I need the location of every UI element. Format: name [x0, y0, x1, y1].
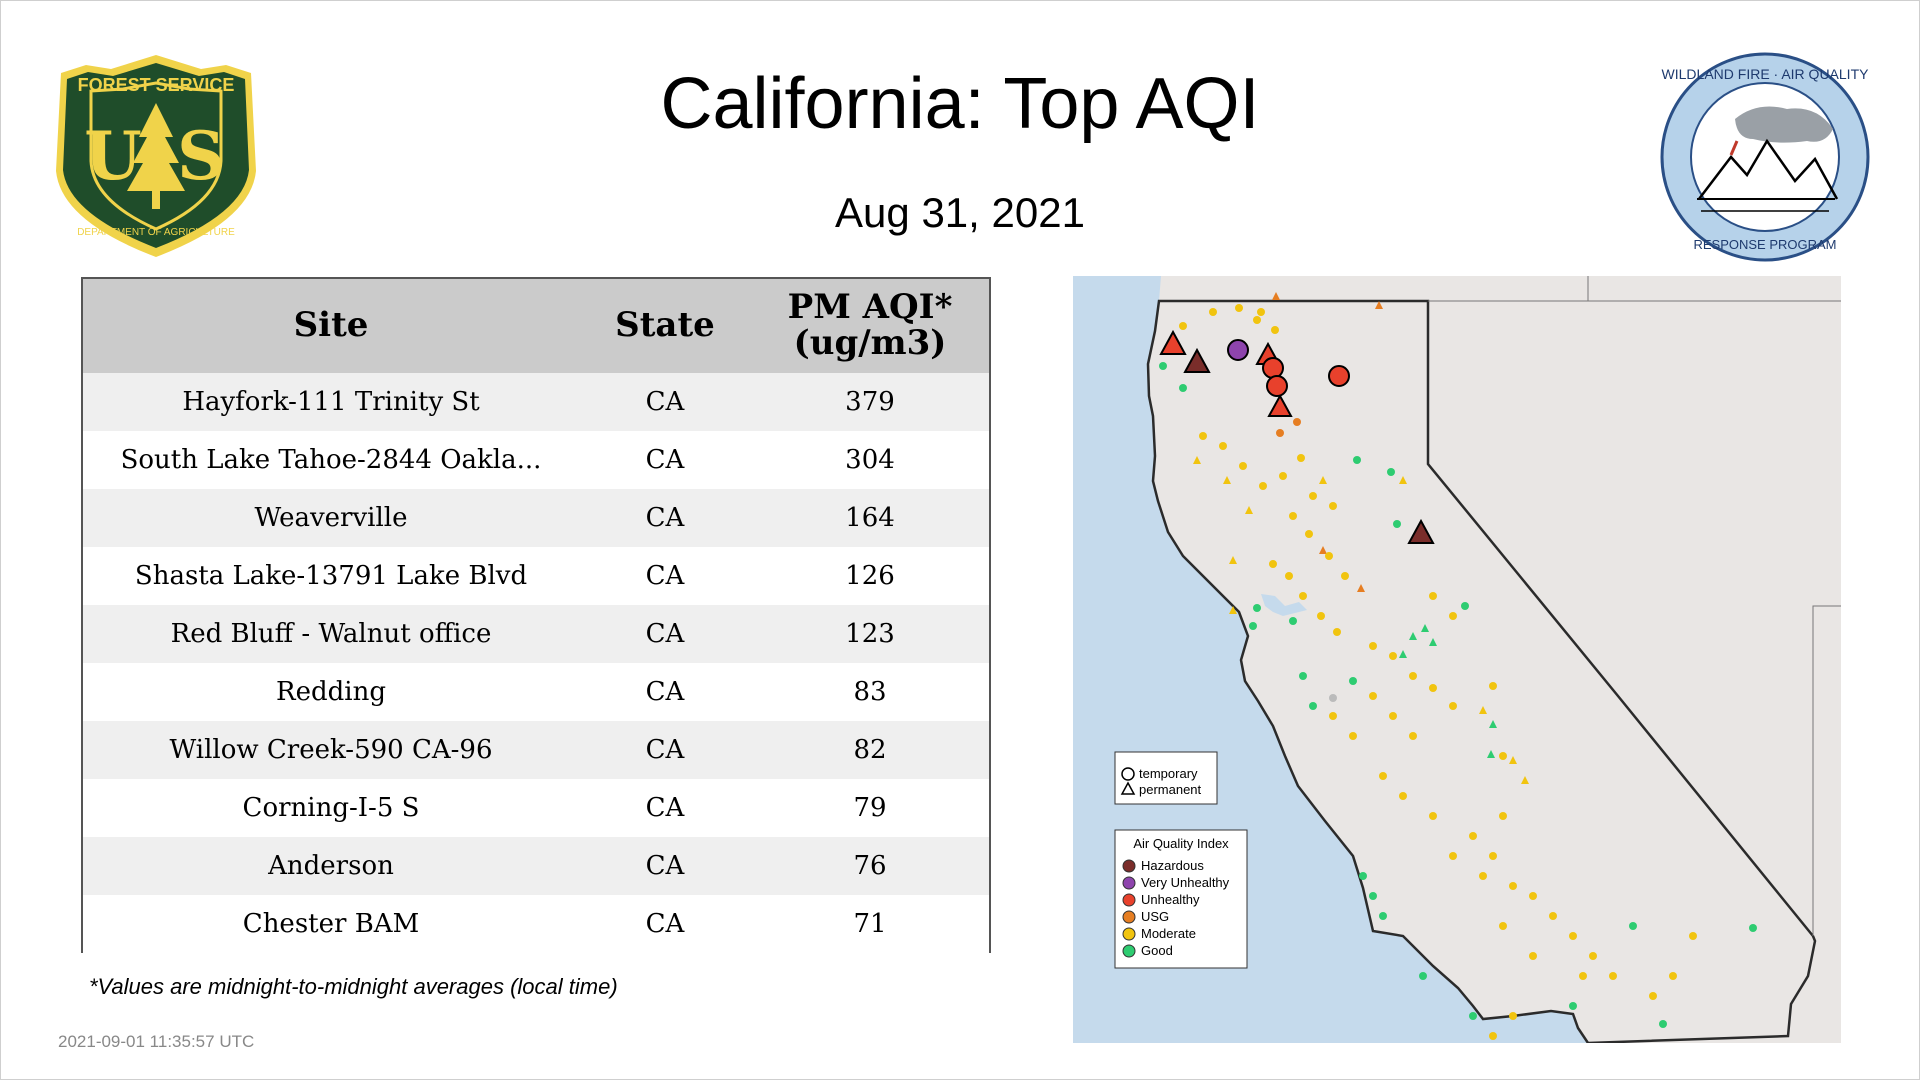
logo-ring-text-top: WILDLAND FIRE · AIR QUALITY: [1662, 66, 1870, 82]
logo-text-bottom: DEPARTMENT OF AGRICULTURE: [77, 227, 235, 238]
cell-state: CA: [645, 851, 685, 881]
legend-unhealthy: Unhealthy: [1141, 892, 1200, 907]
marker-unhealthy: [1262, 357, 1284, 379]
marker-no-data: [1329, 694, 1337, 702]
header-state: State: [615, 305, 715, 346]
table-row: Willow Creek-590 CA-96 CA 82: [83, 721, 989, 779]
cell-state: CA: [645, 619, 685, 649]
logo-text-top: FOREST SERVICE: [78, 75, 235, 95]
shape-legend: temporary permanent: [1114, 751, 1218, 805]
cell-aqi: 76: [853, 851, 887, 881]
table-header-row: Site State PM AQI* (ug/m3): [83, 279, 989, 373]
cell-aqi: 164: [845, 503, 895, 533]
temporary-icon: [1121, 767, 1135, 781]
aqi-legend: Air Quality Index Hazardous Very Unhealt…: [1114, 829, 1248, 969]
cell-aqi: 304: [845, 445, 895, 475]
table-row: Corning-I-5 S CA 79: [83, 779, 989, 837]
cell-aqi: 71: [853, 909, 887, 939]
cell-site: Anderson: [268, 851, 394, 881]
cell-state: CA: [645, 735, 685, 765]
cell-aqi: 83: [853, 677, 887, 707]
wildland-fire-logo: WILDLAND FIRE · AIR QUALITY RESPONSE PRO…: [1660, 52, 1870, 262]
cell-state: CA: [645, 909, 685, 939]
marker-unhealthy: [1266, 375, 1288, 397]
forest-service-logo: FOREST SERVICE U S DEPARTMENT OF AGRICUL…: [56, 55, 256, 257]
marker-hazardous: [1183, 347, 1211, 373]
permanent-icon: [1120, 781, 1136, 795]
california-aqi-map: temporary permanent Air Quality Index Ha…: [1073, 276, 1841, 1043]
header-site: Site: [293, 305, 369, 346]
table-row: Redding CA 83: [83, 663, 989, 721]
california-border: [1146, 299, 1817, 1043]
table-row: Weaverville CA 164: [83, 489, 989, 547]
legend-hazardous: Hazardous: [1141, 858, 1204, 873]
cell-site: Chester BAM: [242, 909, 420, 939]
generated-timestamp: 2021-09-01 11:35:57 UTC: [58, 1032, 255, 1051]
cell-aqi: 123: [845, 619, 895, 649]
bay-water: [1261, 594, 1307, 616]
map-land: [1148, 276, 1841, 1043]
cell-site: Red Bluff - Walnut office: [170, 619, 492, 649]
cell-state: CA: [645, 793, 685, 823]
aqi-table: Site State PM AQI* (ug/m3) Hayfork-111 T…: [81, 277, 991, 953]
cell-site: Redding: [276, 677, 386, 707]
cell-site: Corning-I-5 S: [242, 793, 420, 823]
header-aqi-line2: (ug/m3): [793, 323, 947, 363]
cell-state: CA: [645, 387, 685, 417]
footnote: *Values are midnight-to-midnight average…: [89, 974, 618, 999]
cell-site: Weaverville: [254, 503, 408, 533]
cell-aqi: 79: [853, 793, 887, 823]
cell-aqi: 379: [845, 387, 895, 417]
state-borders: [1428, 276, 1841, 936]
aqi-legend-title: Air Quality Index: [1133, 836, 1229, 851]
cell-site: Willow Creek-590 CA-96: [169, 735, 493, 765]
cell-site: Shasta Lake-13791 Lake Blvd: [134, 561, 528, 591]
header-aqi-line1: PM AQI*: [787, 287, 953, 328]
table-row: Shasta Lake-13791 Lake Blvd CA 126: [83, 547, 989, 605]
header-aqi: PM AQI* (ug/m3): [751, 279, 989, 373]
cell-state: CA: [645, 677, 685, 707]
legend-very-unhealthy: Very Unhealthy: [1141, 875, 1230, 890]
cell-site: Hayfork-111 Trinity St: [182, 387, 480, 417]
table-row: South Lake Tahoe-2844 Oakla... CA 304: [83, 431, 989, 489]
page-title: California: Top AQI: [660, 64, 1260, 144]
table-row: Hayfork-111 Trinity St CA 379: [83, 373, 989, 431]
marker-unhealthy: [1328, 365, 1350, 387]
logo-ring-text-bottom: RESPONSE PROGRAM: [1693, 237, 1836, 252]
svg-text:S: S: [177, 117, 225, 195]
legend-good: Good: [1141, 943, 1173, 958]
cell-aqi: 82: [853, 735, 887, 765]
cell-aqi: 126: [845, 561, 895, 591]
marker-unhealthy: [1159, 329, 1187, 355]
cell-state: CA: [645, 503, 685, 533]
marker-hazardous: [1407, 518, 1435, 544]
legend-usg: USG: [1141, 909, 1169, 924]
aqi-markers: [1159, 292, 1757, 1040]
marker-unhealthy: [1267, 393, 1293, 417]
cell-state: CA: [645, 561, 685, 591]
cell-site: South Lake Tahoe-2844 Oakla...: [120, 445, 542, 475]
page-date: Aug 31, 2021: [835, 189, 1085, 236]
legend-moderate: Moderate: [1141, 926, 1196, 941]
legend-temporary: temporary: [1139, 766, 1198, 781]
marker-very-unhealthy: [1227, 339, 1249, 361]
table-row: Anderson CA 76: [83, 837, 989, 895]
table-row: Chester BAM CA 71: [83, 895, 989, 953]
cell-state: CA: [645, 445, 685, 475]
legend-permanent: permanent: [1139, 782, 1202, 797]
table-row: Red Bluff - Walnut office CA 123: [83, 605, 989, 663]
